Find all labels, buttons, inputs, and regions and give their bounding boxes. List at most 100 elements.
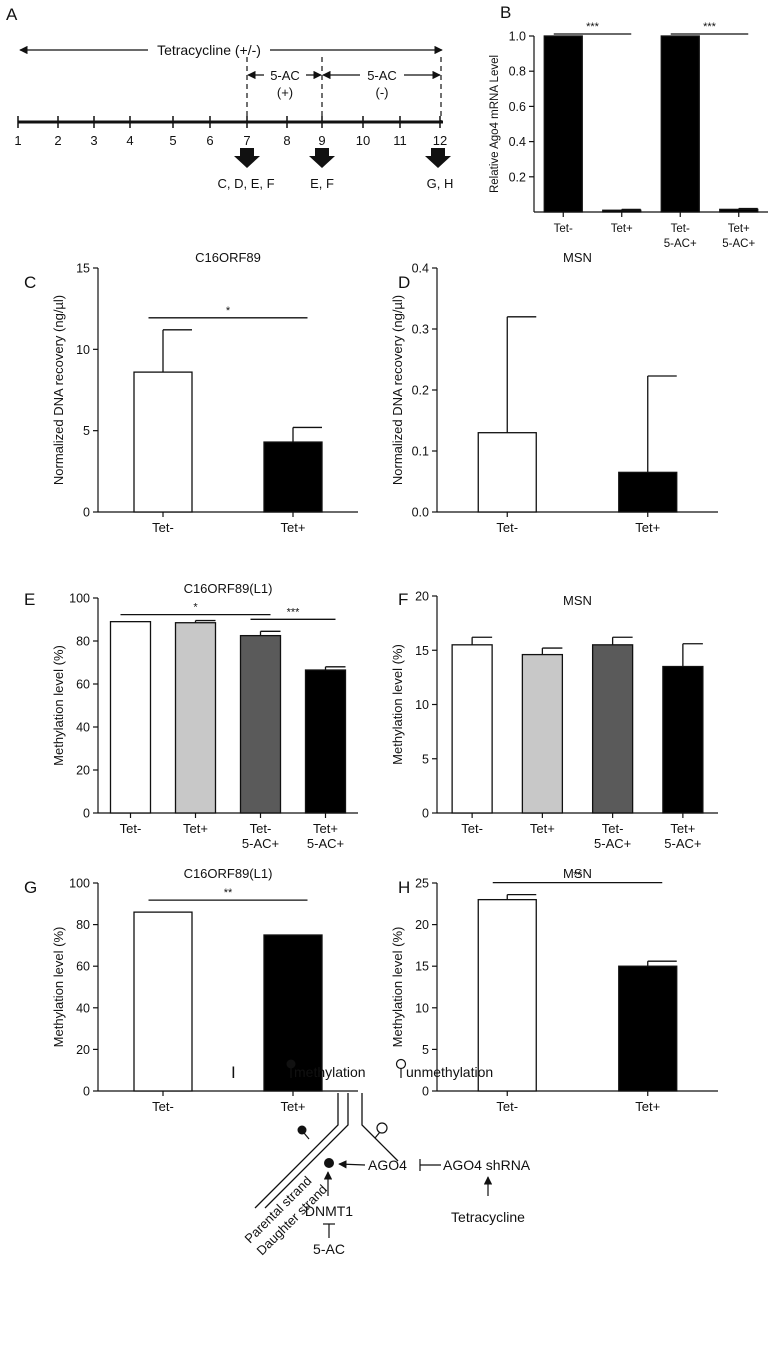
ago4-shrna-label: AGO4 shRNA [443,1157,531,1173]
x-tick-label-e-0: Tet- [120,821,142,836]
x-tick-label-e-2: Tet- [250,821,272,836]
y-tick-label-f: 20 [415,590,429,604]
y-axis-label-c: Normalized DNA recovery (ng/µl) [51,295,66,485]
y-tick-label-f: 5 [422,752,429,766]
bar-f-3 [662,665,704,814]
significance-label-e-1: *** [287,606,301,618]
timeline-tick-label-8: 8 [283,133,290,148]
methylated-site-marker [286,1059,296,1069]
panel-letter-b: B [500,3,511,22]
tetracycline-label: Tetracycline (+/-) [157,42,261,58]
ac-plus-label-bg [264,66,306,84]
x-tick-label-b-3: 5-AC+ [722,238,755,250]
y-tick-label-d: 0.1 [412,445,429,459]
chart-panel-c: C C16ORF89 0 5 10 15 Normalized DNA recovery (… [24,250,358,535]
y-tick-label-b: 0.6 [509,100,526,114]
chart-title-c: C16ORF89 [195,250,261,265]
x-tick-label-c-1: Tet+ [281,520,306,535]
chart-title-h: MSN [563,866,592,881]
ac-plus-label-top: 5-AC [270,68,300,83]
x-tick-label-e-1: Tet+ [183,821,208,836]
unmethylated-site-marker [395,1058,407,1070]
x-tick-label-h-1: Tet+ [635,1099,660,1114]
parental-site-stem [303,1132,310,1140]
y-tick-label-d: 0.2 [412,384,429,398]
y-tick-label-e: 100 [69,592,90,606]
timeline-tick-label-7: 7 [243,133,250,148]
y-tick-label-c: 5 [83,424,90,438]
panel-letter-h: H [398,878,410,897]
y-axis-label-f: Methylation level (%) [390,644,405,765]
panel-letter-e: E [24,590,35,609]
y-tick-label-b: 0.2 [509,170,526,184]
timeline-tick-label-4: 4 [126,133,133,148]
chart-panel-d: D MSN 0.0 0.1 0.2 0.3 0.4 Normalized DNA recove… [390,250,718,535]
ago4-label: AGO4 [368,1157,407,1173]
parental-methyl-marker [297,1125,307,1135]
x-tick-label-f-0: Tet- [461,821,483,836]
y-tick-label-g: 60 [76,960,90,974]
x-tick-label-g-1: Tet+ [281,1099,306,1114]
bar-c-0 [133,371,193,513]
unmethylation-label: unmethylation [406,1064,493,1080]
bar-h-1 [618,965,678,1092]
bar-c-1 [263,441,323,513]
x-tick-label-f-2: Tet- [602,821,624,836]
timeline-tick-label-9: 9 [318,133,325,148]
bar-e-2 [239,634,282,814]
timeline-tick-label-1: 1 [14,133,21,148]
y-tick-label-g: 20 [76,1043,90,1057]
y-axis-label-g: Methylation level (%) [51,927,66,1048]
timeline-tick-label-10: 10 [356,133,370,148]
bar-f-1 [521,653,564,814]
sample-label-3: G, H [427,176,454,191]
timeline-ticks: 1 2 3 4 5 6 7 8 9 10 11 12 [14,116,447,148]
y-tick-label-g: 80 [76,918,90,932]
panel-letter-d: D [398,273,410,292]
y-tick-label-c: 10 [76,343,90,357]
significance-label-b-1: *** [703,21,717,33]
sample-arrow-1 [234,148,260,168]
x-tick-label-d-1: Tet+ [635,520,660,535]
panel-letter-g: G [24,878,37,897]
sample-arrow-2 [309,148,335,168]
significance-label-h-0: ** [573,870,582,882]
daughter-methyl-marker [324,1158,334,1168]
chart-title-f: MSN [563,593,592,608]
dnmt1-label: DNMT1 [305,1203,353,1219]
x-tick-label-d-0: Tet- [496,520,518,535]
x-tick-label-e-3: Tet+ [313,821,338,836]
sample-arrow-3 [425,148,451,168]
y-tick-label-f: 10 [415,698,429,712]
sample-label-2: E, F [310,176,334,191]
y-tick-label-f: 15 [415,644,429,658]
y-tick-label-b: 1.0 [509,30,526,44]
y-tick-label-g: 0 [83,1085,90,1099]
y-tick-label-h: 5 [422,1043,429,1057]
y-tick-label-d: 0.4 [412,262,429,276]
x-tick-label-b-3: Tet+ [728,223,750,235]
x-tick-label-h-0: Tet- [496,1099,518,1114]
timeline-tick-label-2: 2 [54,133,61,148]
x-tick-label-c-0: Tet- [152,520,174,535]
timeline-tick-label-6: 6 [206,133,213,148]
significance-label-e-0: * [193,602,198,614]
methylation-label: methylation [294,1064,366,1080]
y-tick-label-e: 20 [76,764,90,778]
y-tick-label-h: 15 [415,960,429,974]
right-strand-unmethyl-marker [376,1122,388,1134]
y-tick-label-c: 15 [76,262,90,276]
dna-strand-right [361,1093,399,1162]
ac-minus-label-bg [360,66,404,84]
y-tick-label-d: 0.3 [412,323,429,337]
right-strand-site-stem [374,1131,381,1139]
chart-title-g: C16ORF89(L1) [184,866,273,881]
x-tick-label-f-1: Tet+ [530,821,555,836]
bar-b-3 [719,208,759,213]
bar-d-1 [618,471,678,513]
bar-e-1 [174,622,217,814]
x-tick-label-b-2: 5-AC+ [664,238,697,250]
significance-label-c-0: * [226,305,231,317]
bar-d-0 [477,432,537,513]
